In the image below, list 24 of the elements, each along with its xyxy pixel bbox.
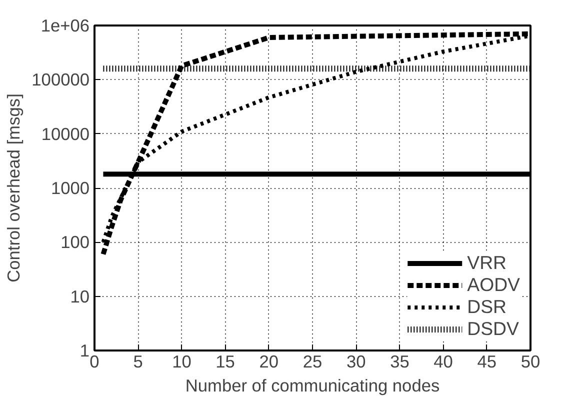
x-tick-label: 15 [216,352,235,372]
x-tick-label: 40 [434,352,453,372]
legend-label: AODV [467,274,520,296]
legend-label: DSDV [467,318,519,340]
x-tick-label: 20 [259,352,279,372]
y-tick-label: 1e+06 [40,16,90,36]
y-tick-label: 1000 [50,178,90,198]
x-tick-label: 45 [477,352,497,372]
x-tick-label: 50 [520,352,540,372]
legend-label: DSR [467,296,507,318]
x-tick-label: 30 [346,352,366,372]
y-tick-label: 10 [70,286,90,306]
x-tick-label: 0 [90,352,100,372]
y-tick-label: 100 [60,232,90,252]
y-axis-title: Control overhead [msgs] [4,94,24,282]
legend-label: VRR [467,252,507,274]
y-tick-label: 100000 [32,70,90,90]
x-tick-label: 25 [302,352,322,372]
x-tick-label: 35 [390,352,410,372]
x-tick-label: 5 [133,352,143,372]
y-tick-label: 10000 [41,124,90,144]
x-axis-title: Number of communicating nodes [185,376,440,396]
y-tick-label: 1 [80,340,90,360]
x-tick-label: 10 [172,352,192,372]
